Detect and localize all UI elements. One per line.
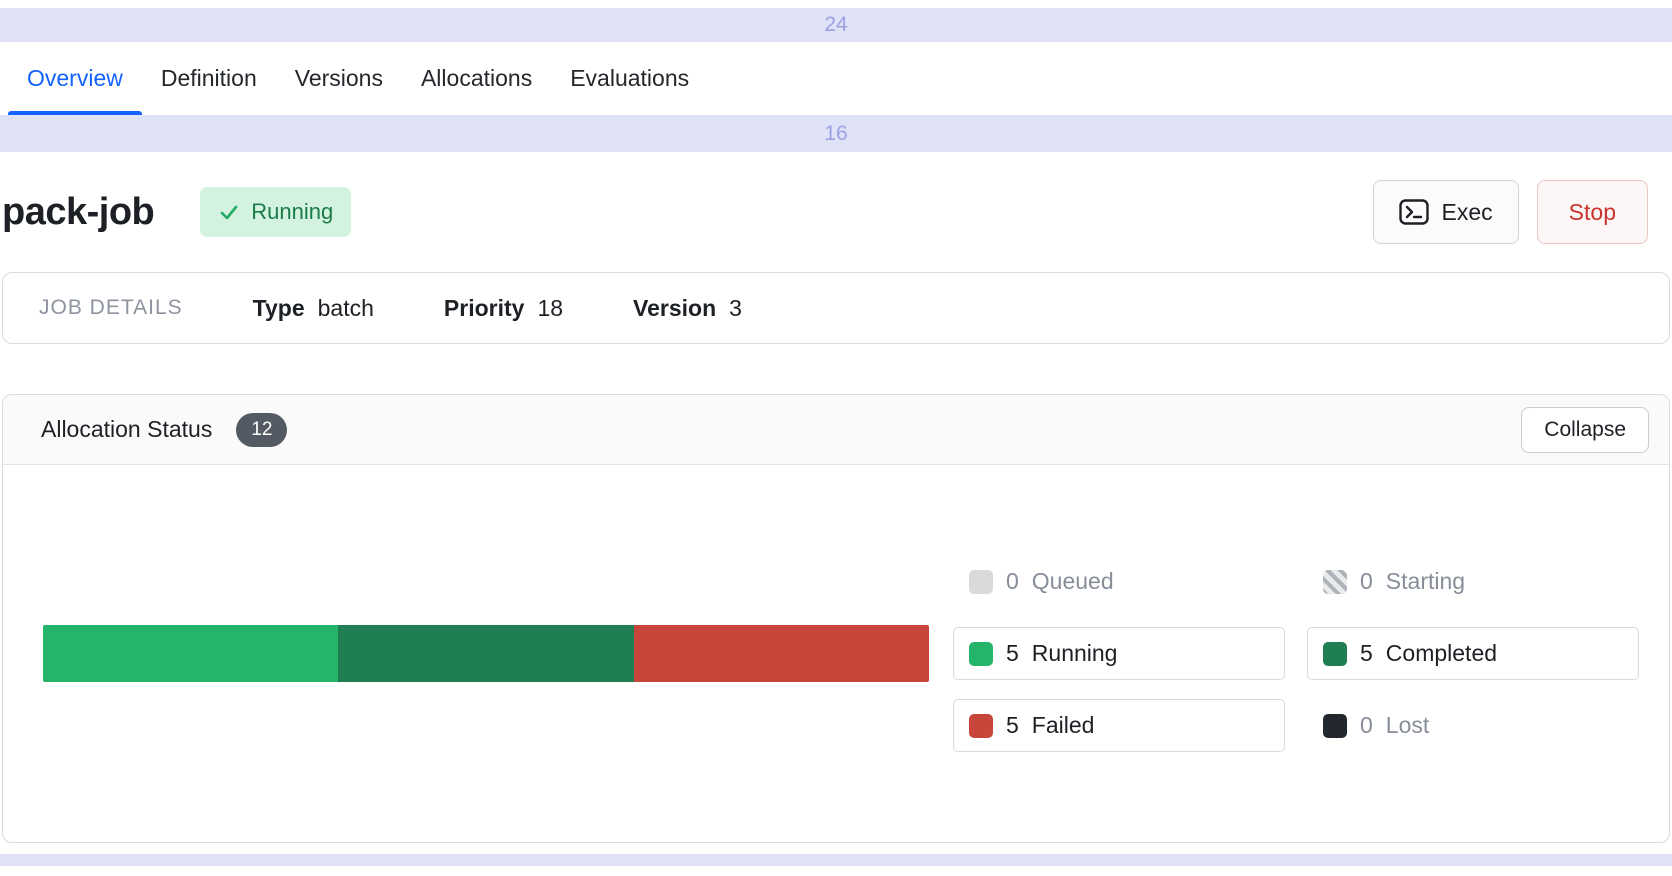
bar-segment-completed[interactable] bbox=[338, 625, 634, 682]
job-details-card: JOB DETAILS Type batch Priority 18 Versi… bbox=[2, 272, 1670, 344]
legend-queued-label: Queued bbox=[1031, 568, 1114, 594]
hint-strip-bottom bbox=[0, 854, 1672, 866]
nomad-job-page: 24 Overview Definition Versions Allocati… bbox=[0, 8, 1672, 866]
queued-swatch-icon bbox=[969, 569, 993, 594]
legend-lost-count: 0 bbox=[1360, 712, 1373, 738]
allocation-legend: 0 Queued 0 Starting 5 Running 5 Complete bbox=[953, 555, 1639, 752]
legend-completed-label: Completed bbox=[1385, 640, 1498, 666]
page-title: pack-job bbox=[2, 190, 155, 233]
tab-bar: Overview Definition Versions Allocations… bbox=[0, 42, 1672, 115]
collapse-button[interactable]: Collapse bbox=[1521, 406, 1649, 453]
legend-lost-label: Lost bbox=[1385, 712, 1430, 738]
header-actions: Exec Stop bbox=[1372, 180, 1648, 244]
tab-allocations[interactable]: Allocations bbox=[420, 65, 533, 91]
legend-running-label: Running bbox=[1031, 640, 1118, 666]
job-detail-type: Type batch bbox=[253, 295, 374, 322]
hint-strip-top-label: 24 bbox=[824, 13, 848, 36]
completed-swatch-icon bbox=[1323, 641, 1347, 666]
job-detail-type-label: Type bbox=[252, 294, 305, 321]
check-icon bbox=[220, 205, 238, 220]
hint-strip-middle: 16 bbox=[0, 115, 1672, 152]
exec-button-label: Exec bbox=[1441, 198, 1493, 225]
job-header: pack-job Running Exec Stop bbox=[0, 152, 1672, 272]
legend-item-failed[interactable]: 5 Failed bbox=[953, 699, 1285, 752]
stop-button[interactable]: Stop bbox=[1536, 180, 1648, 244]
job-detail-priority-value: 18 bbox=[537, 294, 564, 321]
starting-swatch-icon bbox=[1323, 569, 1347, 594]
tab-definition[interactable]: Definition bbox=[160, 65, 257, 91]
job-detail-type-value: batch bbox=[317, 294, 374, 321]
tab-overview[interactable]: Overview bbox=[8, 42, 142, 115]
legend-failed-count: 5 bbox=[1006, 712, 1019, 738]
failed-swatch-icon bbox=[969, 713, 993, 738]
tab-versions[interactable]: Versions bbox=[294, 65, 383, 91]
lost-swatch-icon bbox=[1323, 713, 1347, 738]
hint-strip-middle-label: 16 bbox=[824, 122, 848, 145]
allocation-count-badge: 12 bbox=[236, 412, 288, 447]
status-badge-label: Running bbox=[251, 199, 334, 224]
exec-button[interactable]: Exec bbox=[1372, 180, 1519, 244]
legend-completed-count: 5 bbox=[1360, 640, 1373, 666]
legend-starting-count: 0 bbox=[1360, 568, 1373, 594]
terminal-icon bbox=[1398, 199, 1429, 225]
job-detail-priority-label: Priority bbox=[443, 294, 525, 321]
legend-running-count: 5 bbox=[1006, 640, 1019, 666]
allocation-status-title: Allocation Status bbox=[41, 416, 213, 442]
job-detail-version: Version 3 bbox=[633, 295, 742, 322]
bar-segment-failed[interactable] bbox=[633, 625, 929, 682]
legend-item-starting: 0 Starting bbox=[1307, 555, 1639, 608]
tab-evaluations[interactable]: Evaluations bbox=[570, 65, 690, 91]
allocation-bar bbox=[43, 625, 929, 682]
bar-segment-running[interactable] bbox=[43, 625, 339, 682]
allocation-status-card: Allocation Status 12 Collapse 0 Queued 0 bbox=[2, 394, 1670, 843]
legend-item-completed[interactable]: 5 Completed bbox=[1307, 627, 1639, 680]
job-detail-version-label: Version bbox=[633, 294, 717, 321]
legend-queued-count: 0 bbox=[1006, 568, 1019, 594]
legend-failed-label: Failed bbox=[1031, 712, 1095, 738]
legend-item-lost: 0 Lost bbox=[1307, 699, 1639, 752]
allocation-status-header: Allocation Status 12 Collapse bbox=[3, 395, 1669, 465]
running-swatch-icon bbox=[969, 641, 993, 666]
legend-item-running[interactable]: 5 Running bbox=[953, 627, 1285, 680]
legend-item-queued: 0 Queued bbox=[953, 555, 1285, 608]
job-details-heading: JOB DETAILS bbox=[39, 296, 183, 319]
allocation-status-body: 0 Queued 0 Starting 5 Running 5 Complete bbox=[3, 465, 1669, 842]
status-badge: Running bbox=[200, 187, 352, 237]
job-detail-version-value: 3 bbox=[729, 294, 742, 321]
hint-strip-top: 24 bbox=[0, 8, 1672, 42]
legend-starting-label: Starting bbox=[1385, 568, 1466, 594]
job-detail-priority: Priority 18 bbox=[444, 295, 563, 322]
